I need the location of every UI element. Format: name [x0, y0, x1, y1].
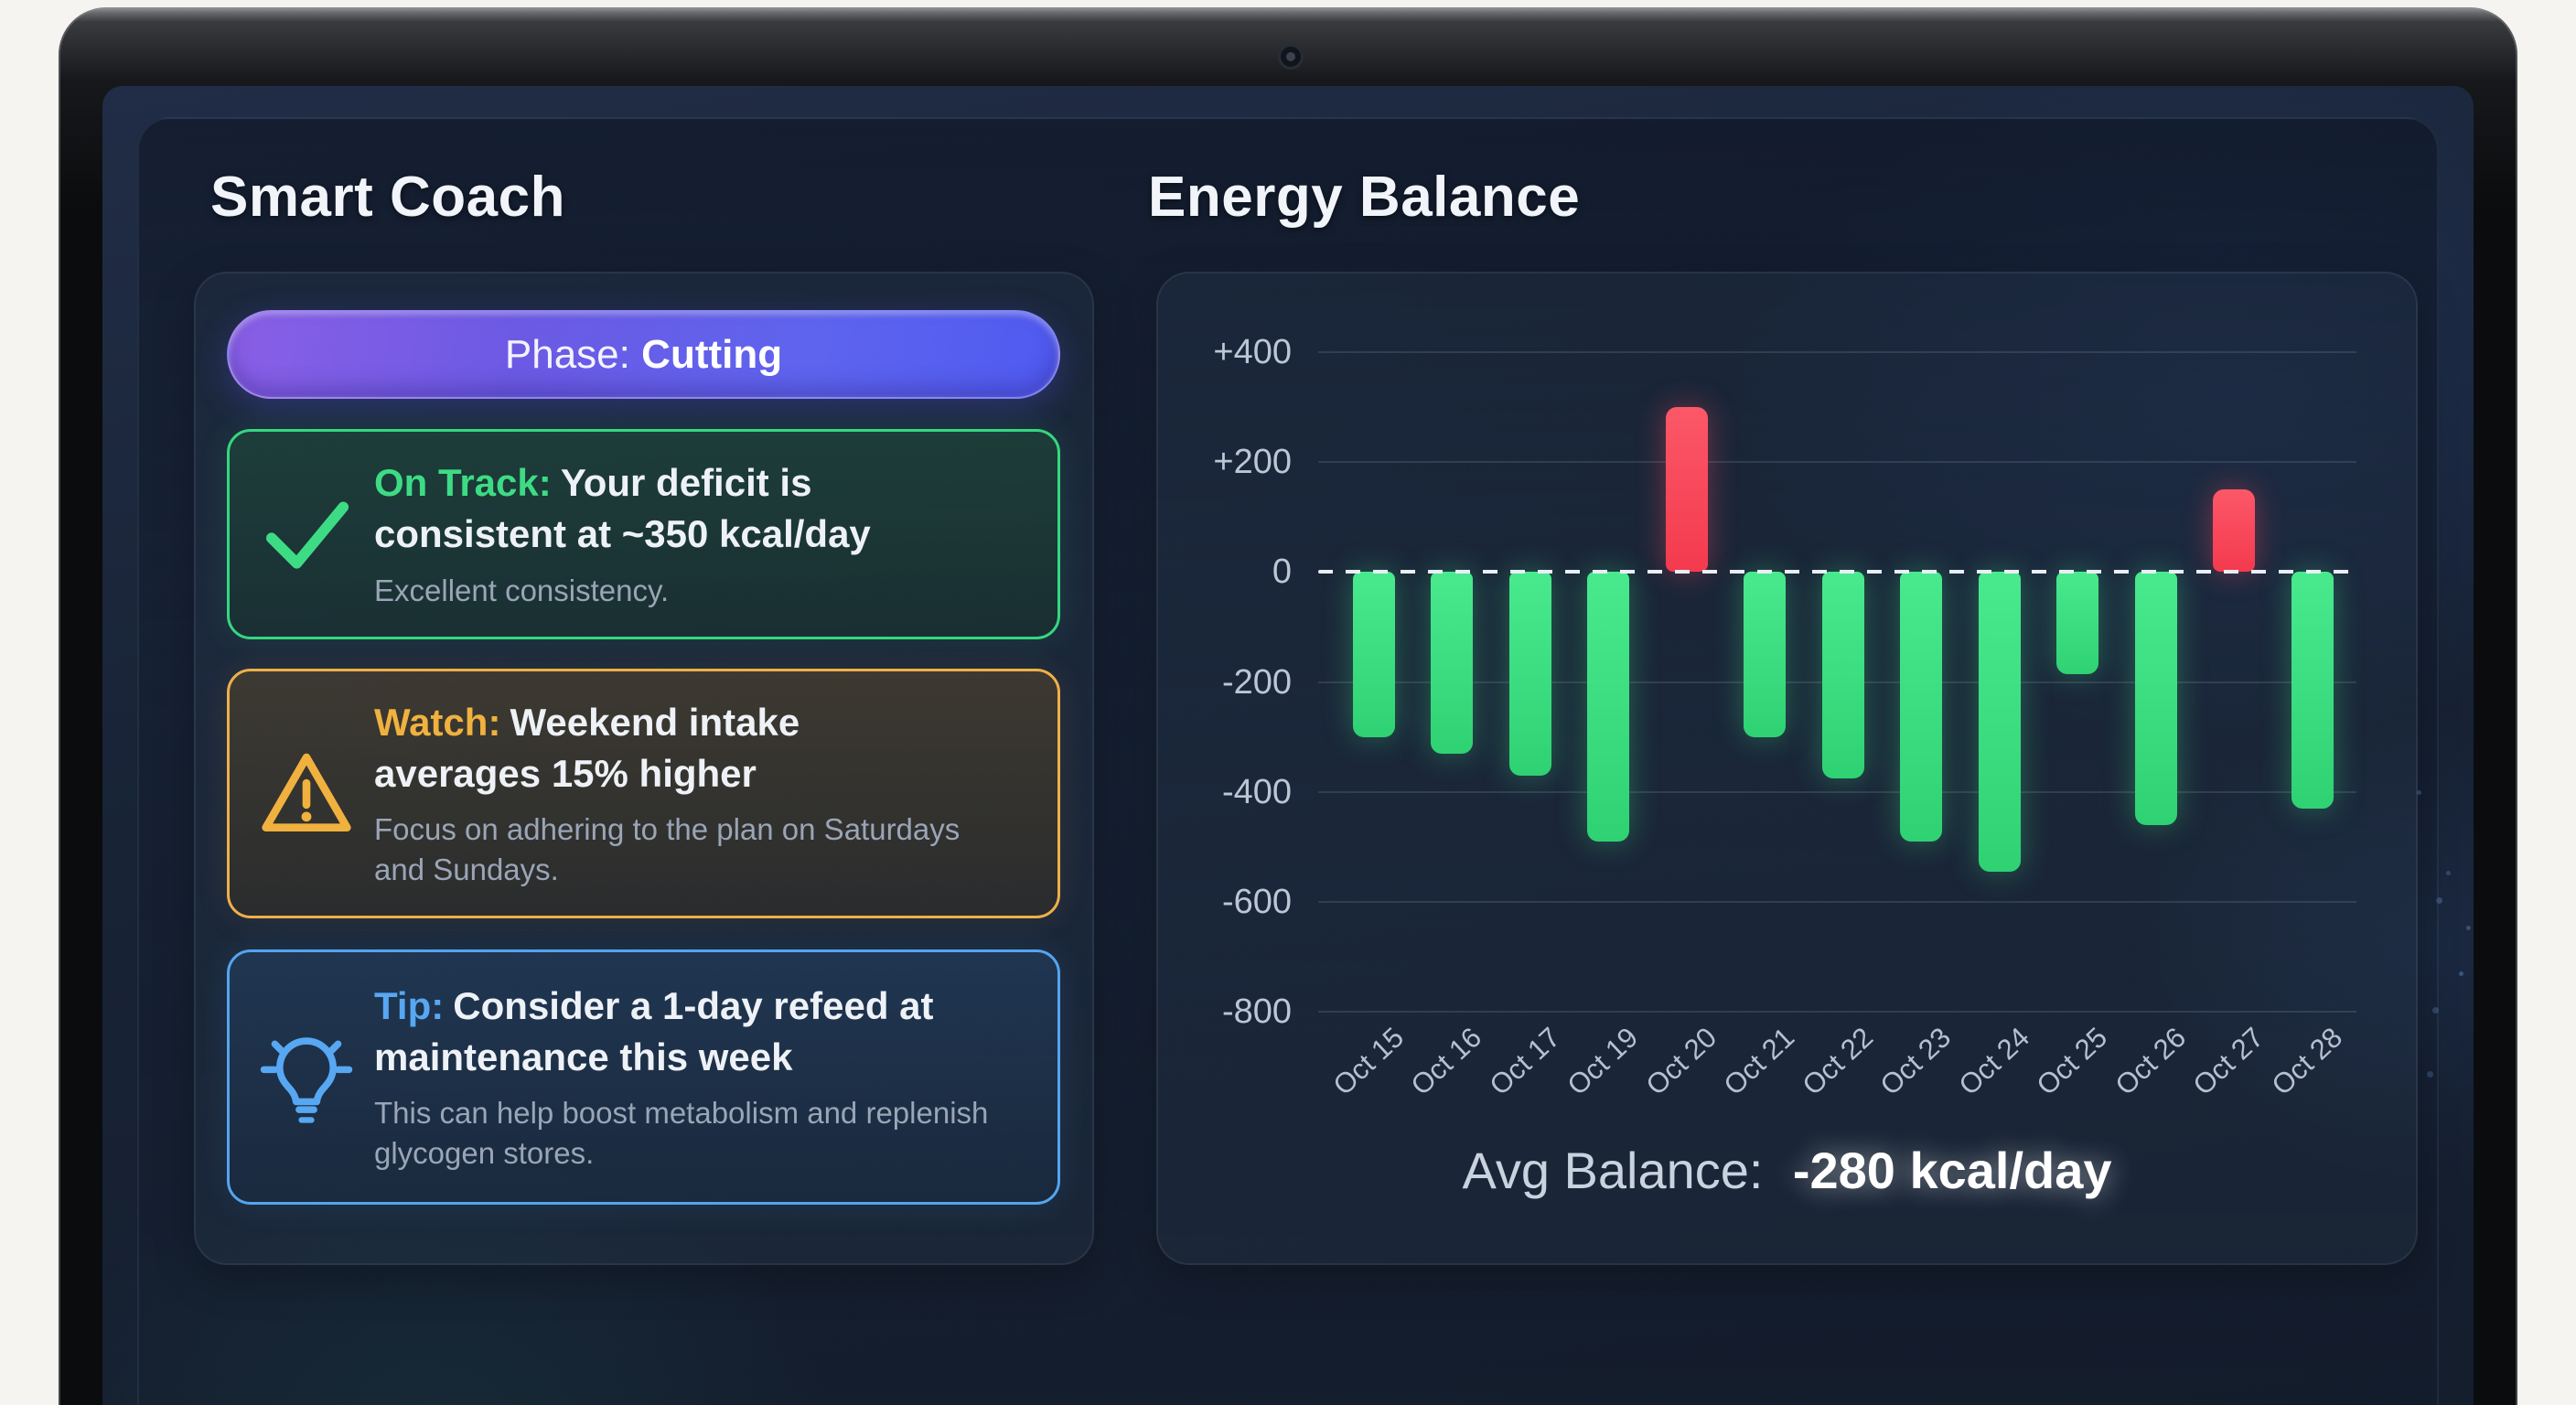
laptop-frame: Smart Coach Energy Balance Phase: Cuttin…	[59, 7, 2517, 1405]
y-tick-label: +200	[1213, 443, 1292, 482]
smart-coach-title: Smart Coach	[210, 166, 565, 229]
bar-oct-20[interactable]	[1665, 407, 1708, 573]
avg-balance-value: -280 kcal/day	[1792, 1142, 2112, 1199]
insight-subtitle: This can help boost metabolism and reple…	[374, 1096, 989, 1171]
energy-chart: +400 +200 0 -200 -400 -600 -800 Oct 15 Oct 16 Oct…	[1158, 273, 2416, 1263]
phase-label: Phase:	[504, 331, 630, 377]
app-window: Smart Coach Energy Balance Phase: Cuttin…	[137, 117, 2439, 1405]
y-tick-label: -800	[1221, 992, 1292, 1032]
y-tick-label: -200	[1221, 662, 1292, 702]
insight-subtitle: Excellent consistency.	[374, 573, 670, 607]
insight-card-on-track: On Track: Your deficit is consistent at ~…	[227, 429, 1060, 639]
gridline	[1318, 351, 2356, 353]
insight-subtitle: Focus on adhering to the plan on Saturda…	[374, 812, 961, 887]
bar-oct-21[interactable]	[1744, 572, 1787, 737]
avg-balance: Avg Balance: -280 kcal/day	[1158, 1141, 2416, 1200]
bar-oct-19[interactable]	[1587, 572, 1630, 842]
phase-badge[interactable]: Phase: Cutting	[227, 310, 1060, 399]
gridline	[1318, 790, 2356, 793]
bar-oct-17[interactable]	[1508, 572, 1551, 776]
y-tick-label: -400	[1221, 772, 1292, 811]
bar-oct-22[interactable]	[1821, 572, 1864, 778]
energy-balance-title: Energy Balance	[1148, 166, 1581, 229]
webcam-dot	[1278, 44, 1304, 70]
gridline	[1318, 1011, 2356, 1014]
gridline	[1318, 901, 2356, 903]
insight-card-watch: Watch: Weekend intake averages 15% higher…	[227, 669, 1060, 918]
bar-oct-28[interactable]	[2291, 572, 2334, 809]
lightbulb-icon	[239, 1028, 374, 1127]
y-tick-label: +400	[1213, 333, 1292, 371]
bar-oct-16[interactable]	[1431, 572, 1474, 754]
bar-oct-24[interactable]	[1978, 572, 2021, 872]
avg-balance-label: Avg Balance:	[1462, 1142, 1764, 1199]
gridline	[1318, 461, 2356, 464]
smart-coach-panel: Phase: Cutting On Track: Your deficit is …	[194, 272, 1094, 1265]
bar-oct-26[interactable]	[2134, 572, 2177, 825]
insight-card-tip: Tip: Consider a 1-day refeed at maintenan…	[227, 949, 1060, 1205]
bar-oct-15[interactable]	[1352, 572, 1395, 737]
bar-oct-23[interactable]	[1900, 572, 1943, 842]
zero-baseline	[1318, 570, 2356, 574]
y-tick-label: 0	[1272, 552, 1292, 592]
insight-title: On Track: Your deficit is consistent at ~…	[374, 461, 871, 556]
screen: Smart Coach Energy Balance Phase: Cuttin…	[102, 86, 2474, 1405]
y-tick-label: -600	[1221, 883, 1292, 921]
insight-title: Tip: Consider a 1-day refeed at maintenan…	[374, 983, 934, 1078]
warning-icon	[239, 745, 374, 843]
insight-title: Watch: Weekend intake averages 15% higher	[374, 700, 800, 795]
phase-value: Cutting	[641, 331, 783, 377]
energy-balance-panel: +400 +200 0 -200 -400 -600 -800 Oct 15 Oct 16 Oct…	[1156, 272, 2418, 1265]
bar-oct-25[interactable]	[2056, 572, 2099, 674]
check-icon	[239, 486, 374, 583]
bar-oct-27[interactable]	[2213, 489, 2256, 573]
